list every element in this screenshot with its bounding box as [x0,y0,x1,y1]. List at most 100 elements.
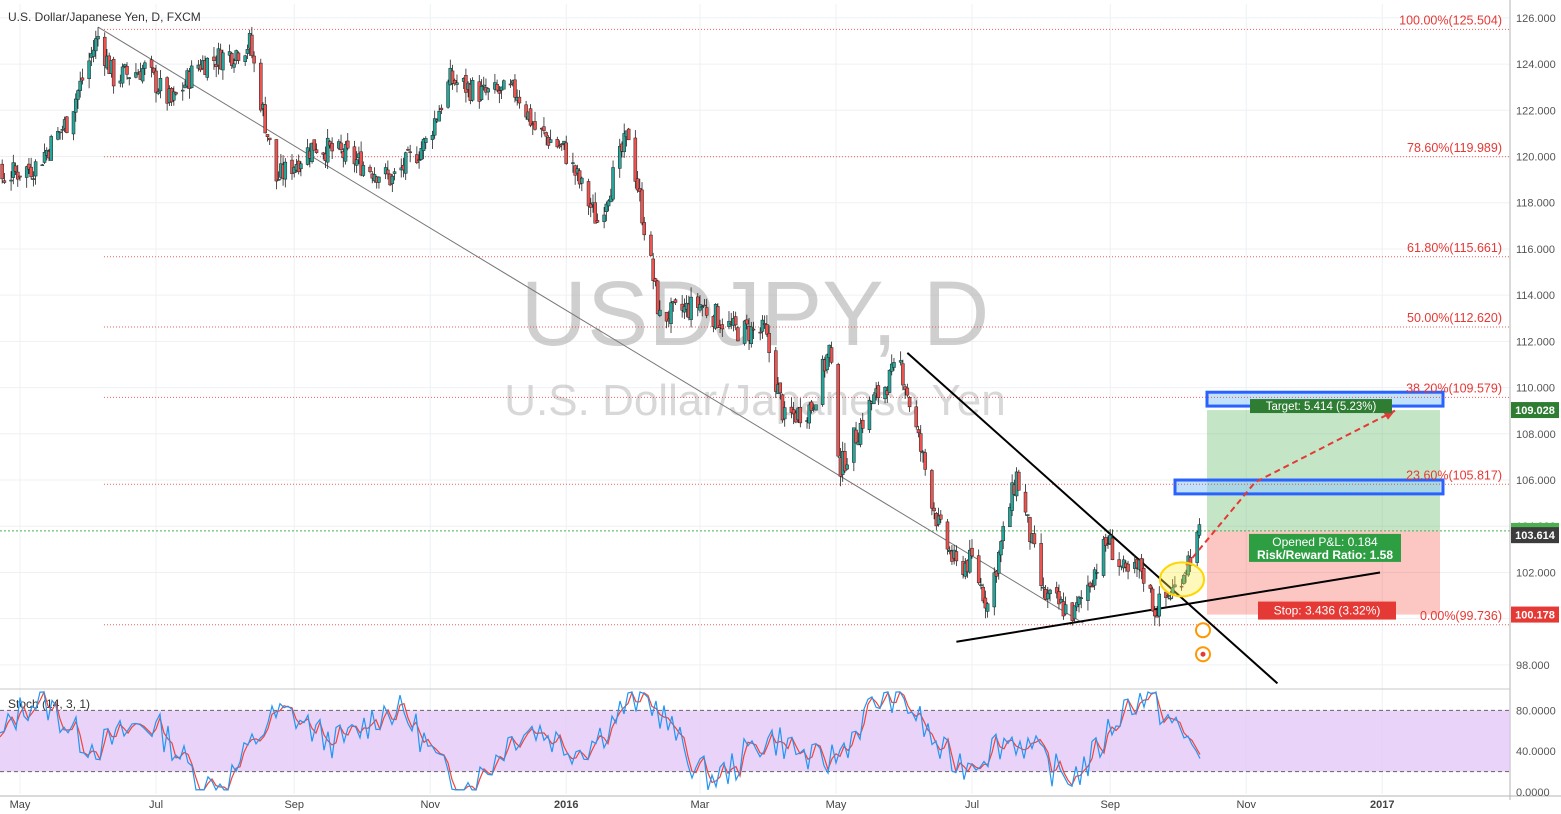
candle-down [497,90,502,94]
price-tag-box [1511,527,1559,544]
triangle-upper-line[interactable] [906,352,1279,685]
candle-down [809,401,814,411]
candle-down [230,53,234,66]
candle-down [102,36,107,66]
time-tick-label: Nov [420,799,440,811]
candle-up [9,179,13,182]
triangle-lower-line[interactable] [956,571,1381,643]
candle-up [140,68,145,82]
price-tag-box [1511,606,1559,623]
candle-up [361,165,366,176]
candle-down [267,137,272,141]
event-flag-icon [1195,622,1211,639]
candle-down [907,397,912,408]
candle-down [517,96,522,104]
candle-down [1032,533,1037,545]
candle-down [762,323,767,325]
candle-down [1090,585,1095,588]
candle-down [829,347,834,363]
candle-down [125,66,129,75]
candle-up [689,296,693,320]
candle-down [415,154,419,164]
candle-up [1063,604,1068,615]
candle-down [339,142,343,151]
candle-up [49,136,53,161]
candle-up [481,84,486,87]
candle-up [1059,599,1063,603]
candle-up [221,52,225,71]
candle-up [892,362,896,368]
candle-up [807,404,811,424]
price-tag: 103.614 [1515,530,1556,542]
candle-up [134,72,138,78]
price-axis[interactable]: 126.000 124.000 122.000 120.000 118.000 116.0… [1509,0,1559,800]
stoch-band [0,710,1510,772]
candle-up [479,86,484,101]
price-tick-label: 116.000 [1516,244,1555,256]
candle-down [214,63,218,68]
candle-down [2,180,7,183]
candle-down [359,151,363,176]
candle-down [439,107,444,111]
candle-up [1101,539,1106,576]
target-zone [1207,410,1440,531]
candle-up [1195,531,1199,563]
candle-down [939,514,943,520]
candle-down [528,108,533,126]
candle-up [232,63,236,68]
candle-down [930,470,934,509]
candle-up [354,159,359,166]
candle-down [651,258,655,281]
candle-up [1001,526,1005,542]
candle-down [13,165,18,172]
candle-down [664,311,669,322]
candle-down [704,307,709,316]
mid-resistance-box[interactable] [1173,478,1445,496]
candle-down [252,55,256,64]
candle-up [310,142,314,163]
candle-up [245,49,250,54]
candle-down [368,166,372,172]
trendlines[interactable] [97,26,1381,685]
candle-up [580,177,584,184]
price-tick-label: 122.000 [1516,105,1556,117]
time-axis[interactable]: May Jul Sep Nov 2016 Mar May Jul Sep Nov 2017 [0,688,1561,811]
candle-up [604,203,609,213]
candle-up [60,129,65,131]
symbol-title: U.S. Dollar/Japanese Yen, D, FXCM [8,10,201,24]
candle-down [65,116,69,133]
price-tick-label: 120.000 [1516,152,1556,164]
price-tick-label: 108.000 [1516,429,1556,441]
candle-down [696,296,700,308]
candle-down [916,429,921,434]
candle-down [932,507,936,512]
candle-up [571,162,575,164]
candle-up [979,584,983,587]
candle-down [314,149,319,153]
time-tick-label: Jul [965,799,979,811]
candle-down [386,169,390,175]
candle-up [455,82,459,85]
long-downtrend-line[interactable] [97,26,1084,624]
opened-pnl-label: Opened P&L: 0.184 [1272,535,1378,549]
candle-down [0,163,4,180]
candle-down [408,151,412,154]
candle-down [774,350,778,392]
candle-down [673,299,678,303]
stoch-tick-label: 80.0000 [1516,705,1556,717]
candle-up [997,551,1001,574]
candle-up [403,152,408,174]
candle-up [189,65,194,89]
candle-down [330,143,334,152]
candle-down [345,140,350,149]
candle-up [1072,605,1077,620]
candle-up [437,110,441,122]
candle-up [825,354,829,371]
time-tick-label: 2017 [1370,799,1394,811]
stochastic-pane: 80.0000 40.0000 0.0000 Stoch (14, 3, 1) [0,690,1556,799]
candle-down [914,406,919,428]
candle-down [274,139,279,182]
candle-down [876,385,881,399]
price-tick-label: 118.000 [1516,198,1555,210]
